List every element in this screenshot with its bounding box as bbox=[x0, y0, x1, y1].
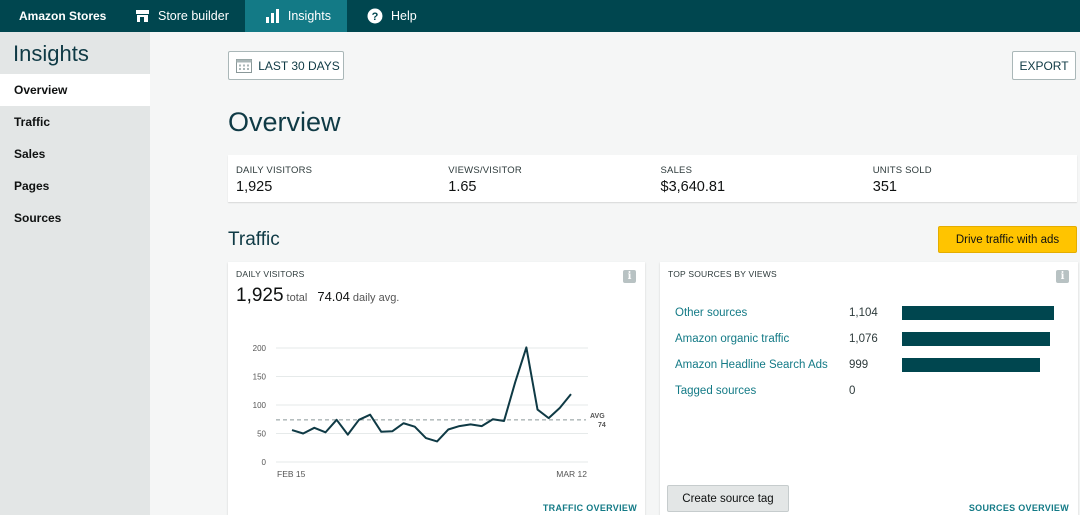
sidebar-item-overview[interactable]: Overview bbox=[0, 74, 150, 106]
avg-label: AVG bbox=[590, 413, 605, 420]
y-tick-label: 150 bbox=[253, 373, 267, 382]
bar-chart-icon bbox=[265, 9, 280, 23]
source-bar bbox=[902, 332, 1051, 346]
nav-store-builder[interactable]: Store builder bbox=[115, 0, 245, 32]
calendar-icon bbox=[236, 58, 253, 73]
nav-help-label: Help bbox=[390, 9, 417, 23]
source-name[interactable]: Other sources bbox=[675, 307, 748, 319]
stat-label: DAILY VISITORS bbox=[236, 165, 313, 176]
source-bar bbox=[902, 306, 1054, 320]
source-name[interactable]: Tagged sources bbox=[675, 385, 757, 397]
source-row: Amazon organic traffic 1,076 bbox=[675, 332, 1075, 346]
page-title: Overview bbox=[228, 107, 341, 137]
visitor-totals: 1,925 total 74.04 daily avg. bbox=[236, 285, 399, 307]
drive-traffic-button[interactable]: Drive traffic with ads bbox=[938, 226, 1077, 253]
nav-help[interactable]: ? Help bbox=[347, 0, 433, 32]
store-icon bbox=[135, 9, 150, 23]
stat-value: 351 bbox=[872, 179, 897, 195]
sources-overview-link[interactable]: SOURCES OVERVIEW bbox=[968, 503, 1069, 513]
daily-average: 74.04 bbox=[317, 289, 350, 304]
stat-units-sold: UNITS SOLD 351 bbox=[865, 155, 1077, 202]
sidebar: Insights Overview Traffic Sales Pages So… bbox=[0, 32, 150, 515]
y-tick-label: 0 bbox=[262, 458, 267, 467]
stat-views-per-visitor: VIEWS/VISITOR 1.65 bbox=[440, 155, 652, 202]
nav-store-builder-label: Store builder bbox=[158, 9, 229, 23]
y-tick-label: 200 bbox=[253, 344, 267, 353]
series-line bbox=[291, 346, 572, 443]
help-icon: ? bbox=[367, 8, 383, 24]
daily-average-suffix: daily avg. bbox=[352, 292, 400, 304]
y-tick-label: 100 bbox=[253, 401, 267, 410]
daily-visitors-card: DAILY VISITORS i 1,925 total 74.04 daily… bbox=[228, 262, 645, 515]
top-sources-card: TOP SOURCES BY VIEWS i Other sources 1,1… bbox=[660, 262, 1078, 515]
stat-value: 1.65 bbox=[448, 179, 477, 195]
source-name[interactable]: Amazon Headline Search Ads bbox=[675, 359, 828, 371]
top-nav: Amazon Stores Store builder Insights ? H… bbox=[0, 0, 1080, 32]
avg-value-label: 74 bbox=[598, 422, 606, 429]
source-value: 0 bbox=[849, 385, 856, 397]
sidebar-item-sales[interactable]: Sales bbox=[14, 147, 46, 161]
total-suffix: total bbox=[286, 292, 308, 304]
source-name[interactable]: Amazon organic traffic bbox=[675, 333, 790, 345]
card-label: TOP SOURCES BY VIEWS bbox=[668, 269, 777, 279]
create-source-tag-button[interactable]: Create source tag bbox=[667, 485, 789, 512]
x-tick-label: FEB 15 bbox=[277, 469, 306, 479]
x-tick-label: MAR 12 bbox=[556, 469, 587, 479]
source-row: Tagged sources 0 bbox=[675, 384, 1075, 398]
total-visitors: 1,925 bbox=[236, 285, 284, 306]
export-button[interactable]: EXPORT bbox=[1012, 51, 1076, 80]
stat-value: 1,925 bbox=[236, 179, 273, 195]
stat-daily-visitors: DAILY VISITORS 1,925 bbox=[228, 155, 440, 202]
info-icon[interactable]: i bbox=[1056, 270, 1069, 283]
traffic-section-title: Traffic bbox=[228, 229, 280, 250]
stat-label: UNITS SOLD bbox=[872, 165, 932, 176]
nav-insights[interactable]: Insights bbox=[244, 0, 347, 32]
sidebar-item-sources[interactable]: Sources bbox=[14, 211, 62, 225]
date-range-button[interactable]: LAST 30 DAYS bbox=[228, 51, 344, 80]
source-value: 999 bbox=[849, 359, 869, 371]
source-value: 1,104 bbox=[849, 307, 878, 319]
date-range-label: LAST 30 DAYS bbox=[258, 58, 340, 73]
sidebar-title: Insights bbox=[13, 41, 89, 66]
nav-insights-label: Insights bbox=[287, 9, 331, 23]
traffic-overview-link[interactable]: TRAFFIC OVERVIEW bbox=[542, 503, 637, 513]
source-row: Amazon Headline Search Ads 999 bbox=[675, 358, 1075, 372]
source-row: Other sources 1,104 bbox=[675, 306, 1075, 320]
y-tick-label: 50 bbox=[257, 430, 266, 439]
stat-label: VIEWS/VISITOR bbox=[448, 165, 522, 176]
info-icon[interactable]: i bbox=[623, 270, 636, 283]
sidebar-item-traffic[interactable]: Traffic bbox=[14, 115, 51, 129]
stat-value: $3,640.81 bbox=[660, 179, 726, 195]
stat-sales: SALES $3,640.81 bbox=[653, 155, 865, 202]
sidebar-item-pages[interactable]: Pages bbox=[14, 179, 50, 193]
card-label: DAILY VISITORS bbox=[236, 269, 305, 279]
stat-label: SALES bbox=[660, 165, 693, 176]
source-bar bbox=[902, 358, 1040, 372]
brand-label[interactable]: Amazon Stores bbox=[19, 9, 107, 23]
source-value: 1,076 bbox=[849, 333, 878, 345]
stats-bar: DAILY VISITORS 1,925 VIEWS/VISITOR 1.65 … bbox=[228, 155, 1077, 202]
daily-visitors-chart: 0 50 100 150 200 AVG 74 FEB 15 MAR 12 bbox=[253, 344, 606, 479]
svg-text:?: ? bbox=[372, 11, 379, 23]
